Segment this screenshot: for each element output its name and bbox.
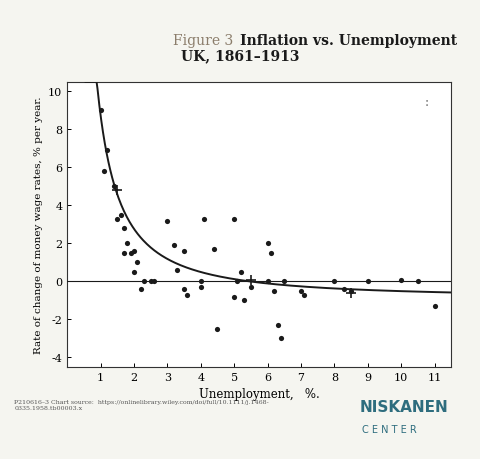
Point (170, 242, 178, 249)
Point (200, 216, 208, 223)
Point (300, 291, 308, 299)
Point (117, 212, 124, 219)
Point (180, 286, 188, 293)
Point (234, 278, 241, 285)
Point (130, 248, 138, 255)
Point (364, 278, 372, 285)
Point (214, 325, 221, 333)
Point (340, 286, 348, 293)
X-axis label: Unemployment,   %.: Unemployment, %. (199, 387, 320, 401)
Point (100, 168, 108, 175)
Text: C E N T E R: C E N T E R (362, 425, 417, 435)
Point (240, 297, 248, 304)
Point (110, 183, 118, 190)
Point (297, 288, 305, 295)
Point (164, 218, 171, 225)
Text: :: : (424, 95, 429, 108)
Point (103, 147, 111, 155)
Y-axis label: Rate of change of money wage rates, % per year.: Rate of change of money wage rates, % pe… (34, 96, 43, 353)
Point (264, 278, 271, 285)
Point (347, 288, 355, 295)
Point (140, 278, 148, 285)
Point (331, 278, 338, 285)
Point (277, 335, 285, 342)
Point (270, 288, 278, 295)
Text: Inflation vs. Unemployment: Inflation vs. Unemployment (240, 34, 457, 48)
Point (150, 278, 158, 285)
Point (97, 107, 105, 115)
Point (147, 278, 155, 285)
Point (183, 291, 191, 299)
Point (130, 269, 138, 276)
Point (210, 246, 218, 253)
Point (180, 248, 188, 255)
Point (230, 216, 238, 223)
Point (120, 250, 128, 257)
Point (174, 267, 181, 274)
Point (230, 293, 238, 301)
Point (267, 250, 275, 257)
Point (137, 286, 144, 293)
Point (237, 269, 245, 276)
Point (414, 278, 421, 285)
Point (127, 250, 134, 257)
Point (133, 259, 141, 267)
Point (123, 240, 131, 247)
Point (274, 322, 281, 329)
Text: UK, 1861–1913: UK, 1861–1913 (181, 50, 299, 63)
Point (397, 276, 405, 284)
Point (197, 278, 204, 285)
Point (113, 216, 121, 223)
Point (197, 284, 204, 291)
Point (280, 278, 288, 285)
Point (264, 240, 271, 247)
Text: P210616–3 Chart source:  https://onlinelibrary.wiley.com/doi/full/10.1111/j.1468: P210616–3 Chart source: https://onlineli… (14, 399, 269, 410)
Point (247, 284, 255, 291)
Point (120, 225, 128, 232)
Text: NISKANEN: NISKANEN (360, 399, 449, 414)
Text: Figure 3: Figure 3 (173, 34, 233, 48)
Point (431, 303, 438, 310)
